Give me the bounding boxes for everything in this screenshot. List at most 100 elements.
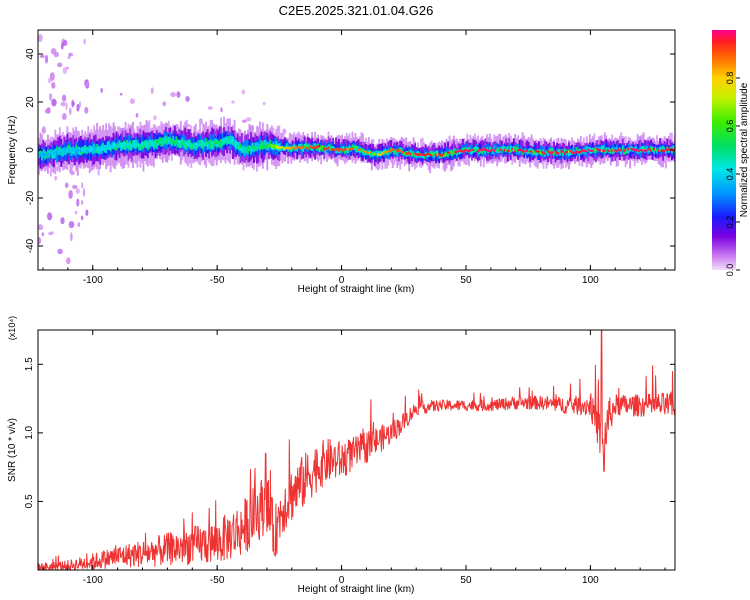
heatmap-cell [559,151,561,154]
heatmap-cell [96,148,99,151]
heatmap-cell [488,150,491,153]
heatmap-cell [562,150,564,153]
heatmap-cell [51,150,54,154]
heatmap-cell [220,139,222,143]
heatmap-cell [299,146,302,150]
heatmap-cell [136,143,139,148]
heatmap-cell [278,146,281,150]
y-tick-label: 20 [25,96,36,108]
heatmap-cell [439,154,442,157]
heatmap-cell [500,149,503,152]
heatmap-speck [39,54,45,59]
heatmap-cell [145,142,148,147]
heatmap-cell [642,148,645,151]
heatmap-cell [269,139,272,148]
heatmap-cell [514,146,517,151]
heatmap-cell [41,153,43,158]
heatmap-speck [262,101,266,106]
heatmap-cell [175,136,178,145]
heatmap-cell [487,149,490,152]
heatmap-cell [544,152,546,155]
heatmap-cell [426,153,429,155]
heatmap-cell [60,150,63,154]
colorbar-ticks: 0.0 0.2 0.4 0.6 0.8 [725,72,740,276]
heatmap-cell [581,149,584,152]
heatmap-cell [232,140,234,145]
heatmap-cell [356,147,358,153]
heatmap-cell [490,148,493,157]
heatmap-cell [133,142,136,146]
heatmap-cell [393,149,396,152]
heatmap-cell [132,140,134,148]
heatmap-cell [217,140,220,148]
heatmap-speck [208,106,213,110]
heatmap-cell [342,148,345,151]
heatmap-cell [421,153,424,156]
heatmap-cell [447,151,449,157]
heatmap-speck [60,43,64,50]
heatmap-cell [582,149,585,152]
heatmap-cell [103,144,106,149]
x-tick-label: 50 [460,575,472,586]
heatmap-cell [294,145,297,148]
heatmap-cell [550,146,552,164]
heatmap-cell [190,143,193,150]
heatmap-speck [78,101,82,108]
heatmap-cell [663,149,666,152]
heatmap-cell [575,147,578,153]
heatmap-cell [335,148,337,151]
heatmap-cell [317,145,320,148]
heatmap-cell [588,149,591,152]
heatmap-cell [526,149,529,152]
heatmap-cell [609,149,612,151]
heatmap-cell [84,148,87,153]
heatmap-cell [594,149,597,151]
heatmap-cell [532,149,535,156]
heatmap-cell [535,150,538,157]
heatmap-cell [139,143,142,147]
heatmap-cell [196,143,199,147]
heatmap-cell [433,152,436,158]
heatmap-cell [518,148,521,151]
heatmap-cell [475,146,478,151]
heatmap-cell [109,144,112,149]
heatmap-cell [641,149,644,152]
heatmap-cell [108,144,111,148]
heatmap-cell [414,153,417,158]
heatmap-cell [215,141,218,144]
heatmap-cell [627,148,630,151]
heatmap-cell [155,140,158,149]
heatmap-cell [227,137,230,142]
heatmap-cell [530,150,533,154]
x-tick-label: 100 [582,575,599,586]
heatmap-cell [533,150,536,154]
heatmap-cell [620,149,623,155]
heatmap-speck [41,126,46,134]
heatmap-cell [653,148,655,151]
heatmap-cell [239,143,242,151]
heatmap-cell [129,142,131,146]
heatmap-cell [563,149,566,161]
heatmap-cell [611,149,614,152]
heatmap-cell [257,145,260,149]
x-tick-label: -100 [83,575,103,586]
heatmap-cell [439,148,442,157]
heatmap-cell [557,150,560,159]
heatmap-speck [74,210,78,215]
colorbar-tick-label: 0.4 [725,168,735,181]
heatmap-cell [515,146,518,153]
heatmap-cell [463,149,466,153]
heatmap-cell [476,150,479,152]
heatmap-cell [533,144,536,156]
heatmap-cell [393,149,396,155]
heatmap-speck [50,48,57,55]
heatmap-cell [496,148,499,151]
heatmap-cell [106,144,109,149]
heatmap-cell [158,140,161,145]
heatmap-cell [359,147,361,154]
heatmap-cell [154,141,157,145]
heatmap-cell [412,152,415,155]
heatmap-cell [457,150,460,152]
heatmap-cell [575,150,578,154]
heatmap-cell [572,151,575,154]
